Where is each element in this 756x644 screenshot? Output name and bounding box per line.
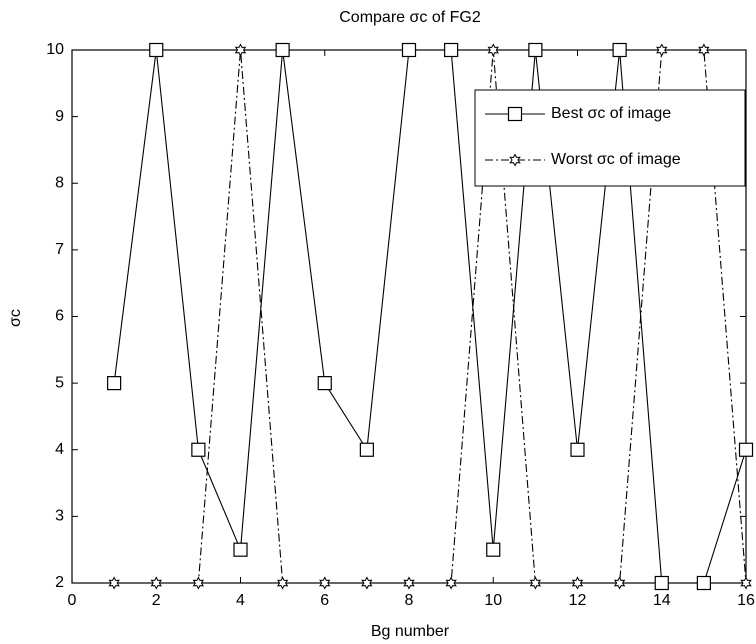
marker: [275, 42, 290, 58]
x-axis-label: Bg number: [371, 623, 450, 640]
x-tick-label: 12: [569, 592, 587, 609]
marker: [192, 576, 205, 590]
chart-title: Compare σc of FG2: [339, 9, 481, 26]
y-axis-label: σc: [7, 309, 24, 327]
marker: [233, 542, 248, 557]
x-tick-label: 16: [737, 592, 755, 609]
legend-label: Worst σc of image: [551, 151, 681, 168]
marker: [361, 576, 373, 590]
marker: [319, 576, 331, 590]
marker: [654, 575, 669, 591]
x-tick-label: 6: [320, 592, 329, 609]
marker: [150, 576, 162, 590]
y-tick-label: 9: [55, 108, 64, 125]
marker: [509, 153, 521, 167]
marker: [401, 42, 417, 58]
x-tick-label: 0: [68, 592, 77, 609]
y-tick-label: 8: [55, 174, 64, 191]
marker: [740, 576, 752, 590]
marker: [696, 575, 711, 591]
marker: [107, 376, 122, 391]
marker: [570, 442, 585, 457]
marker: [444, 42, 459, 58]
legend-box: [474, 89, 746, 187]
y-tick-label: 7: [55, 241, 64, 258]
marker: [528, 42, 543, 58]
marker: [445, 576, 457, 590]
y-tick-label: 6: [55, 308, 64, 325]
legend-label: Best σc of image: [551, 105, 671, 122]
x-tick-label: 8: [405, 592, 414, 609]
y-tick-label: 10: [46, 41, 64, 58]
marker: [613, 576, 626, 590]
x-tick-label: 4: [236, 592, 245, 609]
y-tick-label: 3: [55, 508, 64, 525]
marker: [612, 42, 627, 58]
marker: [529, 576, 542, 590]
y-tick-label: 4: [55, 441, 64, 458]
marker: [317, 376, 332, 391]
marker: [234, 43, 247, 57]
marker: [486, 542, 501, 557]
x-tick-label: 10: [484, 592, 502, 609]
marker: [656, 43, 668, 57]
marker: [191, 442, 206, 457]
series-line: [114, 49, 747, 584]
marker: [403, 576, 415, 590]
marker: [149, 42, 164, 58]
x-tick-label: 2: [152, 592, 161, 609]
marker: [359, 442, 374, 457]
x-tick-label: 14: [653, 592, 671, 609]
marker: [487, 43, 499, 57]
marker: [507, 106, 523, 122]
marker: [108, 576, 120, 590]
y-tick-label: 5: [55, 374, 64, 391]
marker: [571, 576, 584, 590]
marker: [276, 576, 289, 590]
marker: [738, 442, 754, 457]
marker: [698, 43, 710, 57]
y-tick-label: 2: [55, 574, 64, 591]
